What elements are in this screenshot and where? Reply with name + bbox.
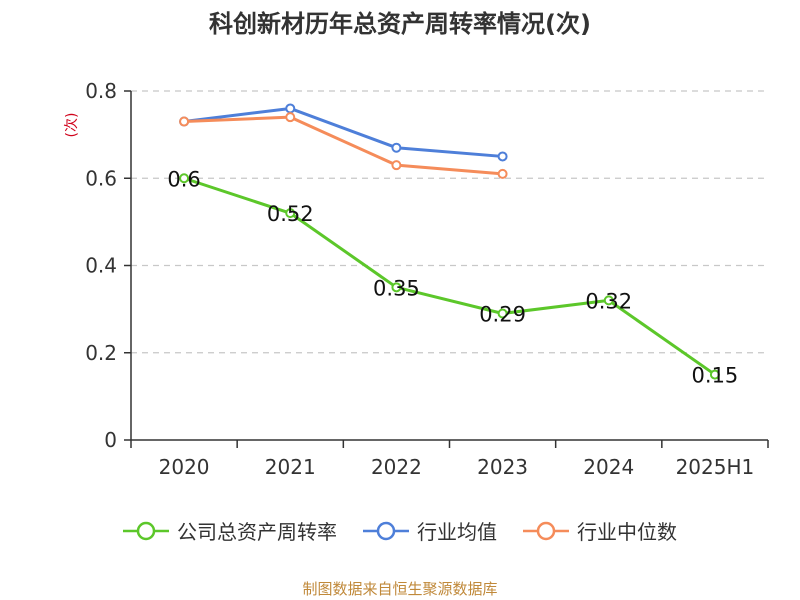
data-point — [391, 160, 402, 171]
x-tick-label: 2024 — [583, 455, 634, 479]
legend-label: 行业均值 — [417, 520, 497, 544]
legend-item[interactable]: 行业中位数 — [523, 516, 677, 545]
legend-marker — [136, 521, 156, 540]
data-point — [709, 369, 720, 380]
y-tick-label: 0.6 — [85, 166, 117, 190]
x-tick-label: 2025H1 — [676, 455, 755, 479]
data-point — [285, 103, 296, 114]
x-tick-label: 2020 — [159, 455, 210, 479]
y-tick-label: 0.4 — [85, 254, 117, 278]
data-label: 0.29 — [479, 302, 526, 326]
data-point — [179, 116, 190, 127]
legend-marker — [376, 521, 396, 540]
data-label: 0.35 — [373, 276, 420, 300]
chart-title: 科创新材历年总资产周转率情况(次) — [209, 10, 591, 38]
data-label: 0.52 — [267, 202, 314, 226]
series-line — [184, 115, 503, 176]
data-point — [497, 151, 508, 162]
series-lines — [179, 103, 720, 380]
legend-marker — [536, 521, 556, 540]
x-tick-label: 2021 — [265, 455, 316, 479]
data-labels: 0.6 0.52 0.35 0.29 0.32 0.15 — [167, 167, 738, 387]
data-label: 0.15 — [692, 364, 739, 388]
legend-item[interactable]: 行业均值 — [363, 516, 497, 545]
y-tick-label: 0 — [104, 428, 117, 452]
x-tick-label: 2022 — [371, 455, 422, 479]
data-point — [285, 208, 296, 219]
data-point — [497, 308, 508, 319]
legend-swatch — [363, 521, 409, 540]
legend-item[interactable]: 公司总资产周转率 — [123, 516, 337, 545]
axes: 0 0.2 0.4 0.6 0.8 2020 2021 2022 2023 2024 2025H1 (… — [64, 79, 769, 479]
x-tick-label: 2023 — [477, 455, 528, 479]
source-note: 制图数据来自恒生聚源数据库 — [302, 580, 498, 598]
legend-label: 行业中位数 — [577, 520, 677, 544]
series-line — [183, 106, 503, 158]
legend: 公司总资产周转率 行业均值 行业中位数 — [0, 516, 800, 545]
data-point — [285, 112, 296, 123]
series-line — [183, 176, 716, 376]
y-axis-label: (次) — [64, 113, 80, 138]
legend-swatch — [523, 521, 569, 540]
data-point — [603, 295, 614, 306]
data-point — [391, 282, 402, 293]
legend-swatch — [123, 521, 169, 540]
data-point — [179, 173, 190, 184]
data-label: 0.6 — [167, 167, 200, 191]
legend-label: 公司总资产周转率 — [177, 520, 337, 544]
data-point — [497, 168, 508, 179]
y-tick-label: 0.2 — [85, 341, 117, 365]
data-label: 0.32 — [585, 289, 632, 313]
y-tick-label: 0.8 — [85, 79, 117, 103]
grid-lines — [131, 90, 768, 354]
data-point — [391, 142, 402, 153]
